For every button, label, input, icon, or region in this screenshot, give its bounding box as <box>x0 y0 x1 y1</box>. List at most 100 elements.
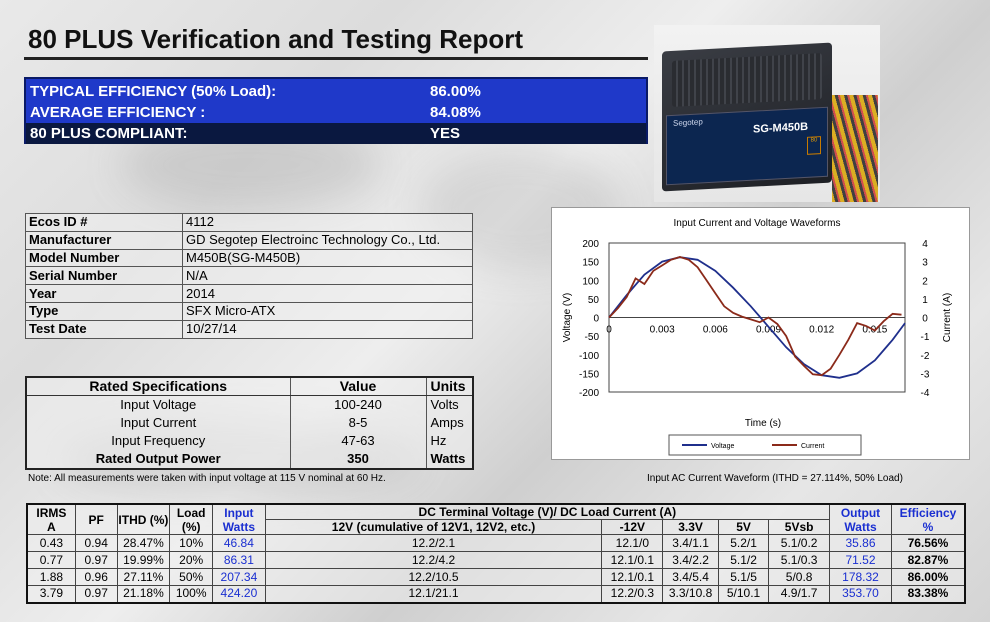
info-key: Ecos ID # <box>25 213 183 232</box>
results-cell: 71.52 <box>829 551 892 569</box>
input-unit: Watts <box>222 519 256 534</box>
results-cell: 3.4/1.1 <box>662 534 719 552</box>
x-tick-label: 0.012 <box>809 325 834 336</box>
info-value: 2014 <box>182 284 473 303</box>
results-cell: 21.18% <box>116 585 171 603</box>
results-cell: 46.84 <box>212 534 266 552</box>
x-tick-label: 0 <box>606 325 612 336</box>
rated-value: 8-5 <box>290 413 427 432</box>
results-cell: 5.2/1 <box>717 534 770 552</box>
info-value: 4112 <box>182 213 473 232</box>
input-label: Input <box>224 505 254 520</box>
info-row: Ecos ID #4112 <box>25 213 473 232</box>
y-tick-label: -150 <box>579 369 599 380</box>
y2-axis-label: Current (A) <box>942 293 953 342</box>
legend-box <box>668 434 862 456</box>
rated-header-row: Rated Specifications Value Units <box>26 377 473 396</box>
info-value: M450B(SG-M450B) <box>182 248 473 268</box>
efficiency-unit: % <box>922 519 934 534</box>
results-cell: 10% <box>169 534 214 552</box>
summary-value: 84.08% <box>430 104 481 121</box>
results-cell: 27.11% <box>116 568 171 586</box>
y2-tick-label: 3 <box>922 258 928 269</box>
rated-header: Units <box>426 377 473 396</box>
y-axis-label: Voltage (V) <box>562 293 573 342</box>
summary-row-compliant: 80 PLUS COMPLIANT: YES <box>26 123 646 144</box>
summary-row-average: AVERAGE EFFICIENCY : 84.08% <box>26 102 646 123</box>
rated-spec: Input Voltage <box>26 395 291 414</box>
load-label: Load <box>176 505 206 520</box>
rated-spec: Input Current <box>26 413 291 432</box>
results-cell: 3.79 <box>26 585 76 603</box>
summary-value: 86.00% <box>430 83 481 100</box>
y-tick-label: 200 <box>582 239 599 250</box>
y-tick-label: -100 <box>579 351 599 362</box>
results-cell: 82.87% <box>890 551 966 569</box>
info-row: Manufacturer GD Segotep Electroinc Techno… <box>25 230 473 250</box>
y2-tick-label: 2 <box>922 276 928 287</box>
info-key: Test Date <box>25 319 183 339</box>
results-cell: 12.1/0.1 <box>601 568 664 586</box>
col-efficiency: Efficiency% <box>890 503 966 535</box>
results-cell: 12.1/0 <box>601 534 664 552</box>
col-5vsb: 5Vsb <box>768 519 831 535</box>
psu-fan-grill <box>672 53 822 107</box>
waveform-chart-svg: Input Current and Voltage Waveforms20015… <box>562 218 953 456</box>
y2-tick-label: 0 <box>922 314 928 325</box>
col-5v: 5V <box>717 519 770 535</box>
summary-label: TYPICAL EFFICIENCY (50% Load): <box>30 83 277 100</box>
info-row: Serial Number N/A <box>25 266 473 286</box>
y-tick-label: -200 <box>579 388 599 399</box>
info-row: Test Date 10/27/14 <box>25 319 473 339</box>
info-key: Model Number <box>25 248 183 268</box>
info-key: Type <box>25 301 183 321</box>
results-subheader-row: 12V (cumulative of 12V1, 12V2, etc.) -12… <box>27 519 965 535</box>
info-key: Serial Number <box>25 266 183 286</box>
results-cell: 0.43 <box>26 534 76 552</box>
results-cell: 5.1/5 <box>717 568 770 586</box>
y2-tick-label: 1 <box>922 295 928 306</box>
rated-value: 47-63 <box>290 431 427 450</box>
irms-unit: A <box>47 519 56 534</box>
results-cell: 86.31 <box>212 551 266 569</box>
results-cell: 35.86 <box>829 534 892 552</box>
rated-unit: Watts <box>430 450 466 466</box>
waveform-chart: Input Current and Voltage Waveforms 200 15… <box>551 207 970 460</box>
irms-label: IRMS <box>36 505 67 520</box>
rated-row: Input Voltage 100-240 Volts <box>26 395 473 414</box>
rated-unit: Hz <box>430 432 447 448</box>
load-unit: (%) <box>181 519 201 534</box>
rated-spec: Rated Output Power <box>26 449 291 469</box>
results-row: 1.88 0.96 27.11% 50% 207.34 12.2/10.5 12.1/0.1… <box>26 568 966 586</box>
results-row: 0.43 0.94 28.47% 10% 46.84 12.2/2.1 12.1/0 3.4/… <box>26 534 966 552</box>
psu-model: SG-M450B <box>753 120 809 136</box>
results-cell: 0.97 <box>74 551 118 569</box>
rated-spec: Input Frequency <box>26 431 291 450</box>
legend-label: Current <box>801 443 824 450</box>
efficiency-label: Efficiency <box>899 505 957 520</box>
results-cell: 5.1/0.3 <box>768 551 831 569</box>
info-row: Type SFX Micro-ATX <box>25 301 473 321</box>
results-cell: 0.97 <box>74 585 118 603</box>
x-tick-label: 0.003 <box>650 325 675 336</box>
output-label: Output <box>840 505 881 520</box>
legend-label: Voltage <box>711 443 734 450</box>
80plus-badge-icon: 80 <box>807 136 821 155</box>
info-value: GD Segotep Electroinc Technology Co., Lt… <box>182 230 473 250</box>
results-cell: 424.20 <box>212 585 266 603</box>
results-cell: 12.2/0.3 <box>601 585 664 603</box>
results-cell: 12.2/4.2 <box>264 551 603 569</box>
x-tick-label: 0.006 <box>703 325 728 336</box>
y2-tick-label: -1 <box>921 332 930 343</box>
page-title: 80 PLUS Verification and Testing Report <box>28 24 524 54</box>
results-cell: 4.9/1.7 <box>768 585 831 603</box>
rated-row: Input Frequency 47-63 Hz <box>26 431 473 450</box>
results-cell: 100% <box>169 585 214 603</box>
y-tick-label: 0 <box>593 314 599 325</box>
results-cell: 0.94 <box>74 534 118 552</box>
col-input: Input Watts <box>212 503 266 535</box>
results-cell: 12.1/0.1 <box>601 551 664 569</box>
results-cell: 20% <box>169 551 214 569</box>
results-cell: 1.88 <box>26 568 76 586</box>
col-pf: PF <box>74 503 118 535</box>
